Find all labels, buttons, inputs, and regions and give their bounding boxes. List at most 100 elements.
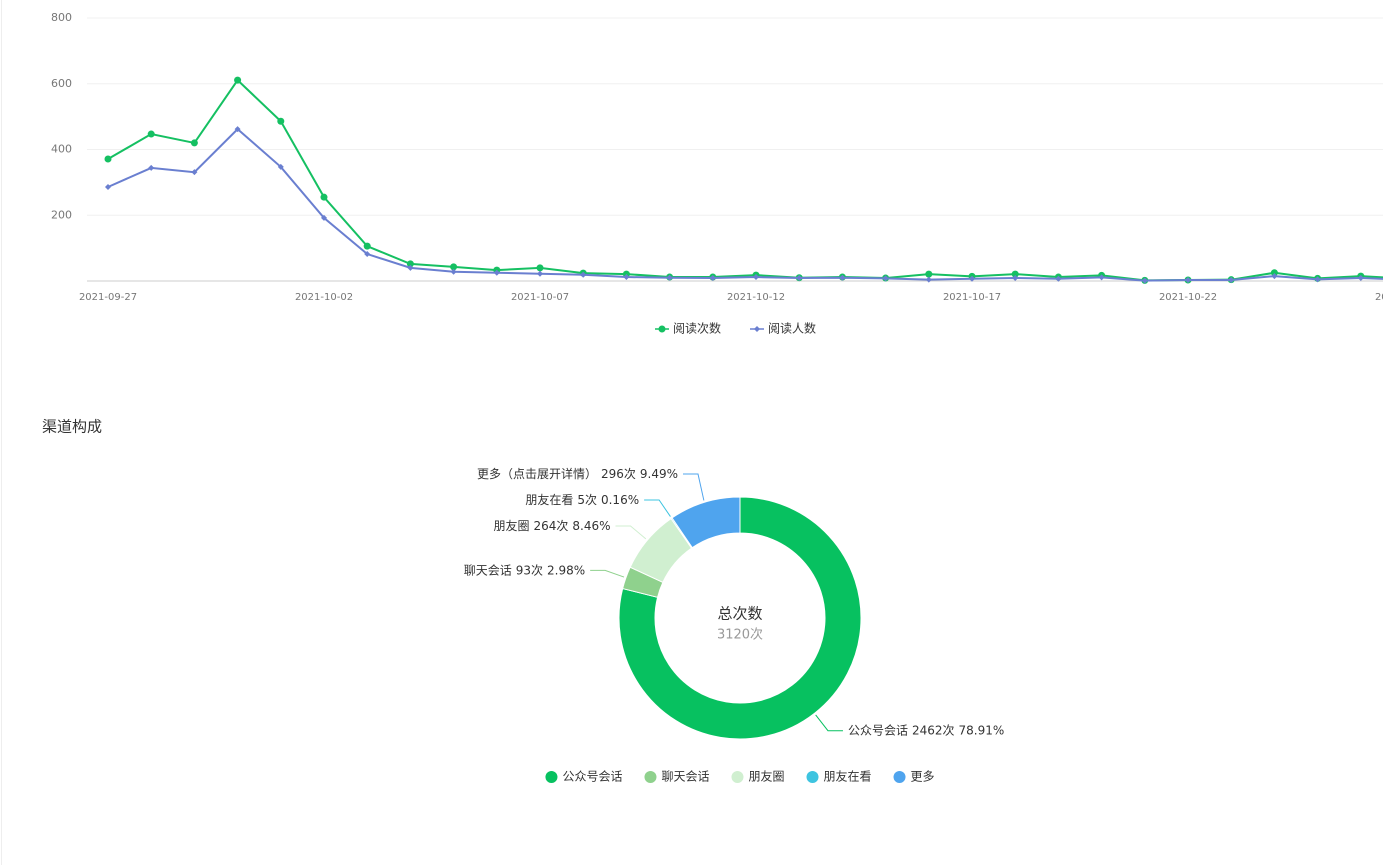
point	[882, 275, 889, 282]
slice-label-part: 朋友圈	[493, 519, 529, 533]
point	[1185, 277, 1191, 284]
slice-label-part: 78.91%	[959, 723, 1005, 737]
chart-title: 渠道构成	[42, 418, 102, 436]
legend: 公众号会话 聊天会话 朋友圈 朋友在看 更多	[545, 770, 935, 784]
point	[1011, 270, 1019, 278]
slice-label-part: 0.16%	[601, 493, 639, 507]
point	[407, 264, 414, 271]
slice-label-part: 2.98%	[547, 563, 585, 577]
slice-label-part: 更多（点击展开详情）	[477, 466, 597, 481]
point	[234, 76, 242, 84]
point	[321, 214, 327, 221]
point	[1098, 274, 1105, 281]
x-tick-label: 2021-10-02	[295, 292, 353, 303]
point	[754, 326, 760, 332]
x-tick-label: 2021-10-22	[1159, 292, 1217, 303]
point	[1270, 269, 1278, 277]
point	[191, 169, 198, 176]
series-line	[107, 78, 1383, 282]
point	[925, 276, 932, 283]
point	[969, 275, 975, 282]
slice-label-part: 264次	[533, 519, 568, 533]
slice-label-part: 9.49%	[640, 467, 678, 481]
x-tick-label: 2021-09-27	[79, 292, 137, 303]
point	[450, 268, 457, 275]
point	[105, 183, 111, 190]
point	[666, 274, 673, 281]
legend-swatch	[545, 771, 558, 783]
x-tick-label: 2021-10-27	[1375, 292, 1383, 303]
point	[450, 263, 458, 271]
slice	[618, 496, 862, 740]
legend-label: 阅读人数	[768, 321, 816, 336]
label-line	[815, 714, 843, 732]
point	[709, 275, 716, 282]
y-tick-label: 200	[51, 208, 72, 221]
point	[580, 271, 587, 278]
slice-label-part: 公众号会话	[848, 723, 908, 737]
point	[623, 274, 630, 281]
point	[1314, 276, 1321, 283]
legend-swatch	[731, 771, 744, 783]
point	[147, 130, 155, 138]
point	[753, 274, 759, 281]
center-title: 总次数	[717, 605, 762, 623]
label-line	[683, 473, 705, 501]
point	[925, 270, 933, 278]
center-label: 3120次	[717, 627, 763, 643]
slice-label-part: 朋友在看	[525, 493, 573, 507]
slice	[671, 496, 741, 549]
slice-label-part: 93次	[516, 563, 543, 577]
slice-label-part: 8.46%	[572, 519, 610, 533]
point	[277, 117, 285, 125]
x-tick-label: 2021-10-07	[511, 292, 569, 303]
point	[1357, 275, 1364, 282]
label-line	[590, 569, 625, 578]
point	[190, 139, 198, 147]
label-line	[644, 499, 671, 517]
legend-label: 聊天会话	[661, 770, 709, 784]
point	[148, 164, 155, 171]
x-tick-label: 2021-10-12	[727, 292, 785, 303]
slice-label: 朋友在看 5次 0.16%	[525, 493, 639, 507]
label-line	[615, 525, 647, 540]
point	[363, 242, 371, 250]
point	[493, 269, 500, 276]
point	[1055, 275, 1062, 282]
y-tick-label: 800	[51, 11, 72, 24]
point	[658, 325, 666, 333]
point	[234, 126, 241, 133]
slice-label: 更多（点击展开详情） 296次 9.49%	[477, 466, 678, 481]
slice-label-part: 2462次	[912, 723, 955, 737]
point	[406, 260, 414, 268]
slice-label-part: 5次	[577, 493, 597, 507]
slice-label-part: 296次	[601, 467, 636, 481]
slice-label: 公众号会话 2462次 78.91%	[848, 723, 1004, 737]
x-tick-label: 2021-10-17	[943, 292, 1001, 303]
legend-swatch	[644, 771, 657, 783]
legend-swatch	[893, 771, 906, 783]
legend-label: 阅读次数	[673, 321, 721, 336]
point	[104, 155, 112, 163]
point	[537, 270, 543, 277]
slice-label: 朋友圈 264次 8.46%	[493, 519, 610, 533]
slice-label: 聊天会话 93次 2.98%	[464, 563, 585, 577]
y-tick-label: 400	[51, 143, 72, 156]
point	[839, 274, 846, 281]
legend-label: 更多	[911, 770, 935, 784]
point	[1012, 275, 1019, 282]
legend-label: 朋友在看	[824, 770, 872, 784]
legend-label: 朋友圈	[748, 770, 784, 784]
y-tick-label: 600	[51, 77, 72, 90]
point	[364, 251, 371, 258]
slice-label-part: 聊天会话	[464, 563, 512, 577]
point	[536, 264, 544, 272]
point	[320, 193, 328, 201]
point	[1271, 273, 1278, 280]
legend-swatch	[806, 771, 819, 783]
point	[277, 163, 284, 170]
point	[796, 275, 803, 282]
point	[1228, 277, 1235, 284]
legend-label: 公众号会话	[562, 770, 622, 784]
